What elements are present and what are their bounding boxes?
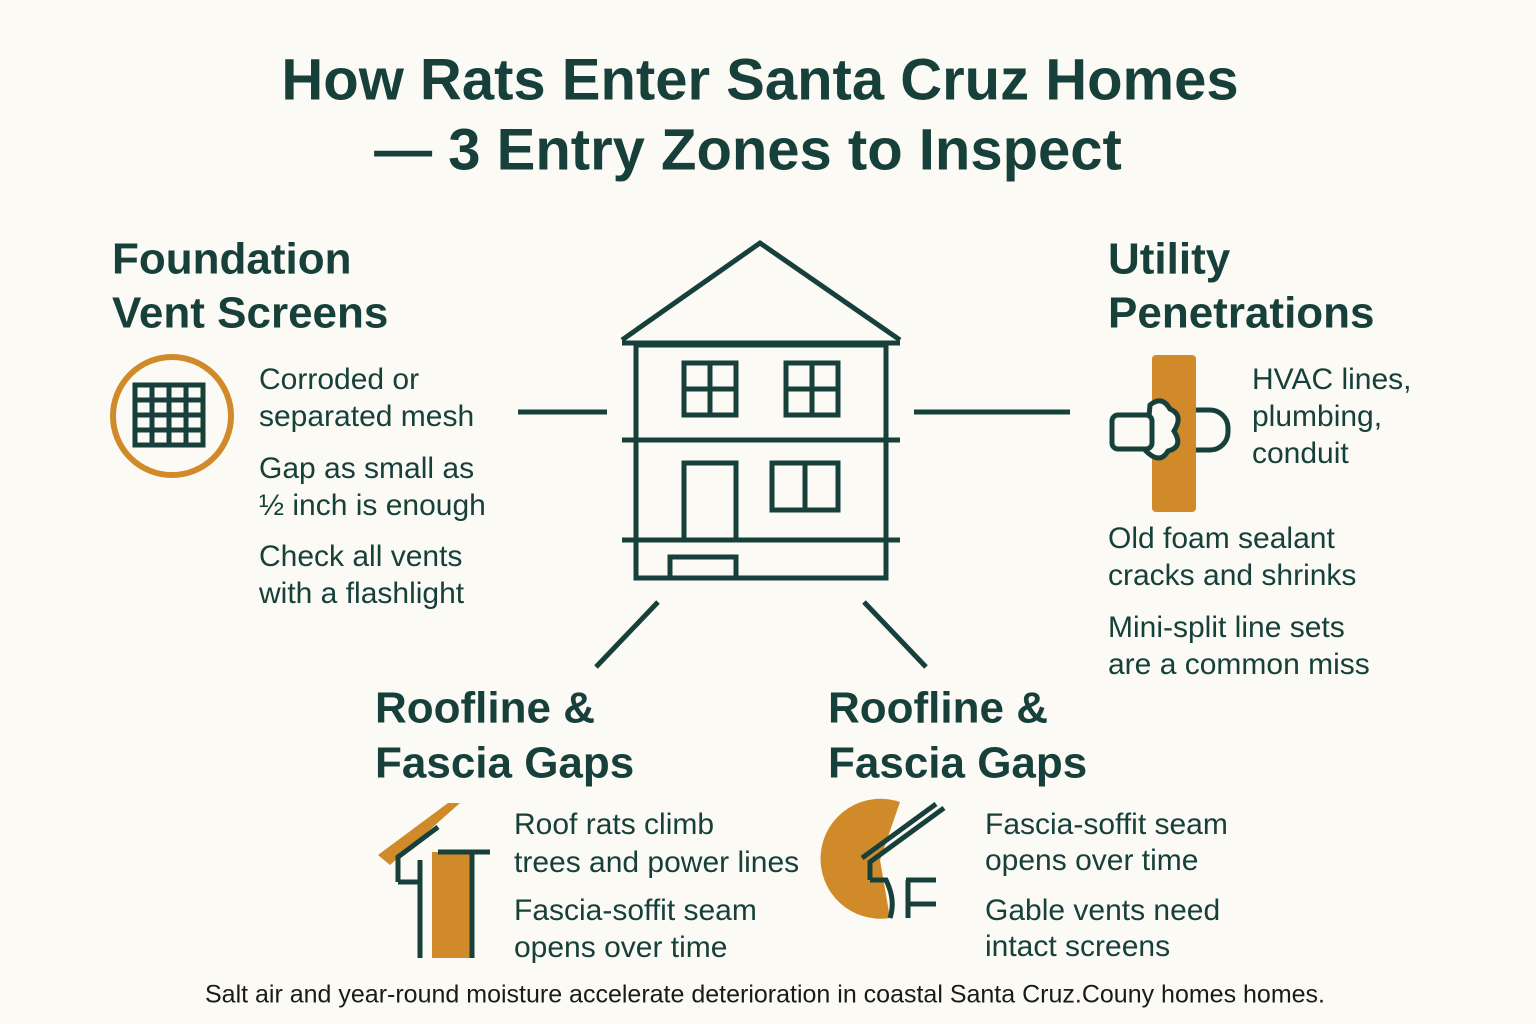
section-title: Vent Screens: [112, 289, 388, 338]
bullet: Mini-split line sets: [1108, 611, 1345, 644]
bullet: are a common miss: [1108, 648, 1370, 681]
bullet: opens over time: [985, 844, 1198, 877]
bullet: Check all vents: [259, 540, 462, 573]
bullet: Corroded or: [259, 363, 419, 396]
bullet: trees and power lines: [514, 846, 799, 879]
bullet: cracks and shrinks: [1108, 559, 1356, 592]
roof-icon: [378, 803, 490, 958]
bullet: Gap as small as: [259, 452, 474, 485]
section-title: Penetrations: [1108, 289, 1375, 338]
bullet: conduit: [1252, 437, 1349, 470]
bullet: separated mesh: [259, 400, 474, 433]
pipe-icon: [1109, 355, 1231, 512]
vent-icon: [110, 354, 234, 478]
bullet: Fascia-soffit seam: [985, 808, 1228, 841]
title: — 3 Entry Zones to Inspect: [374, 117, 1122, 182]
bullet: with a flashlight: [258, 577, 465, 610]
title: How Rats Enter Santa Cruz Homes: [281, 47, 1238, 112]
fascia-icon: [820, 798, 946, 919]
section-title: Fascia Gaps: [828, 739, 1087, 788]
bullet: HVAC lines,: [1252, 363, 1412, 396]
house-icon: [518, 239, 1070, 669]
section-title: Roofline &: [828, 684, 1048, 733]
section-title: Utility: [1108, 235, 1231, 284]
bullet: Roof rats climb: [514, 808, 714, 841]
bullet: opens over time: [514, 931, 727, 964]
footer-note: Salt air and year-round moisture acceler…: [205, 981, 1325, 1009]
bullet: Gable vents need: [985, 894, 1220, 927]
section-title: Foundation: [112, 235, 352, 284]
bullet: Fascia-soffit seam: [514, 894, 757, 927]
bullet: Old foam sealant: [1108, 522, 1335, 555]
bullet: plumbing,: [1252, 400, 1382, 433]
bullet: intact screens: [985, 930, 1170, 963]
section-title: Roofline &: [375, 684, 595, 733]
section-title: Fascia Gaps: [375, 739, 634, 788]
bullet: ½ inch is enough: [259, 489, 486, 522]
